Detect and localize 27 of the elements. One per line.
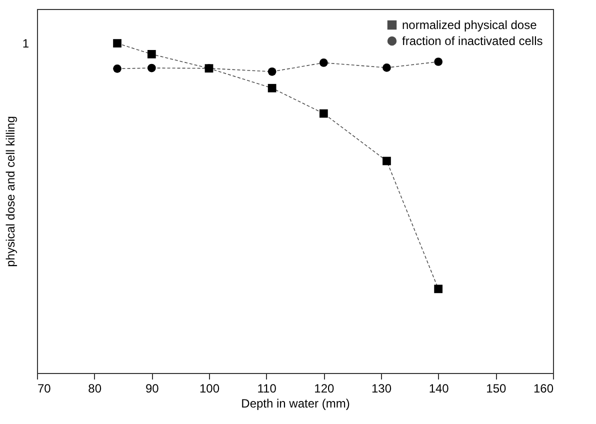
legend-label: fraction of inactivated cells [402,34,543,48]
point [319,109,328,118]
legend-label: normalized physical dose [402,18,538,32]
x-tick-label: 90 [145,382,160,396]
point [113,39,122,48]
x-tick-label: 80 [88,382,102,396]
x-tick-label: 130 [371,382,392,396]
point [147,64,156,72]
x-tick-label: 70 [38,382,52,396]
point [268,84,276,92]
point [434,58,443,66]
point [268,67,276,76]
x-tick-label: 150 [486,382,506,396]
x-tick-label: 140 [428,382,450,396]
point [382,64,391,72]
x-tick-label: 120 [314,382,334,396]
x-tick-label: 110 [257,382,277,396]
point [434,284,443,294]
x-tick-label: 160 [533,382,554,396]
point [319,58,328,67]
y-axis-title: physical dose and cell killing [4,116,18,267]
x-axis-title: Depth in water (mm) [241,396,350,410]
point [113,64,122,73]
point [382,156,391,166]
x-tick-label: 100 [199,382,220,396]
point [147,50,156,58]
text: 1 [22,36,30,50]
